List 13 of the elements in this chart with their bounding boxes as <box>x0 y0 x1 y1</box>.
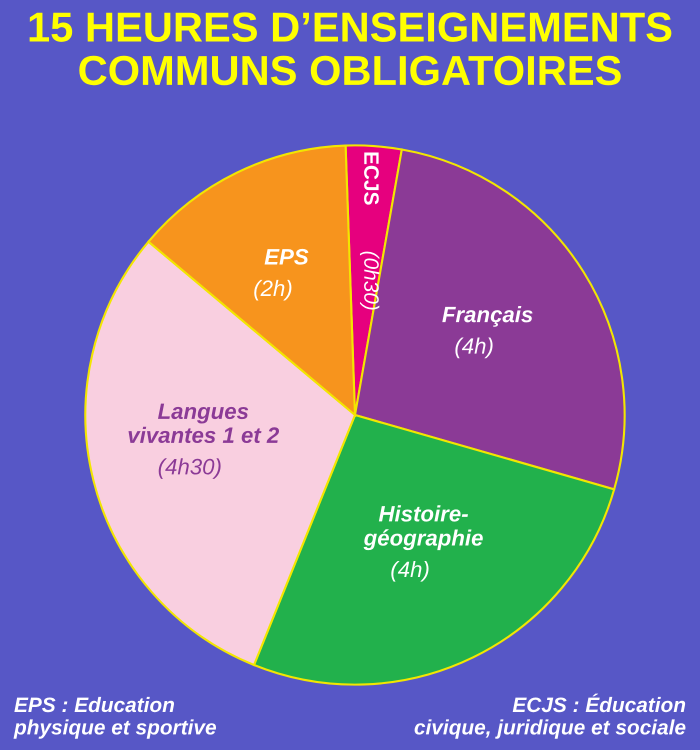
slice-label: Langues vivantes 1 et 2 <box>128 404 280 444</box>
data-label: (4h30) <box>158 458 221 479</box>
data-label: (4h) <box>391 560 429 582</box>
slice-label: EPS <box>264 248 308 265</box>
data-label: (2h) <box>254 280 292 301</box>
slice-label: Histoire- géographie <box>364 505 483 550</box>
chart-title: 15 HEURES D’ENSEIGNEMENTS COMMUNS OBLIGATOIRES <box>30 12 672 86</box>
slice-label: ECJS <box>364 152 379 205</box>
data-label: (4h) <box>455 338 493 358</box>
text: ECJS : Éducation civique, juridique et sociale <box>414 694 686 739</box>
text: EPS : Education physique et sportive <box>14 696 216 739</box>
slice-label: Français <box>442 306 533 327</box>
data-label: (0h30) <box>360 252 380 310</box>
